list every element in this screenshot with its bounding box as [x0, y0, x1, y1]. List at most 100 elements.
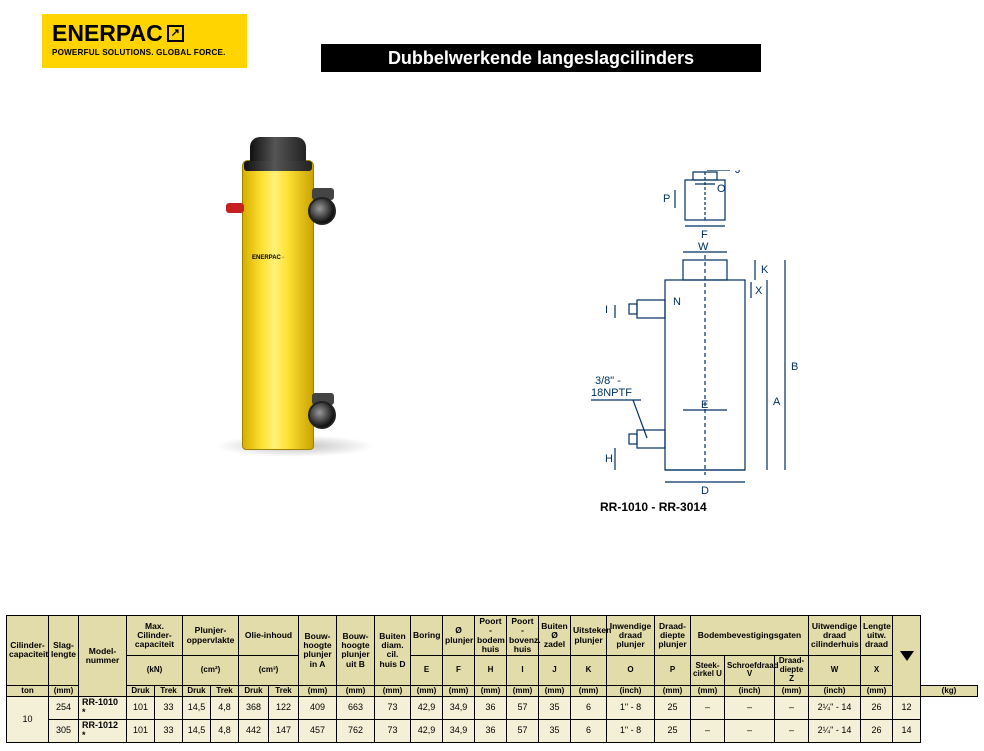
u-mmD: (mm): [375, 685, 411, 697]
u-d2: Druk: [183, 685, 211, 697]
c: –: [691, 697, 725, 720]
brand-text: ENERPAC: [52, 20, 163, 47]
u-mm1: (mm): [49, 685, 79, 697]
th-Ol: O: [607, 656, 655, 685]
diagram-model-range: RR-1010 - RR-3014: [600, 500, 707, 514]
svg-text:I: I: [605, 304, 608, 316]
th-kn: (kN): [127, 656, 183, 685]
th-P: Draad- diepte plunjer: [655, 615, 691, 655]
cylinder-port-left: [226, 203, 244, 213]
u-mmB: (mm): [337, 685, 375, 697]
c: 42,9: [411, 720, 443, 743]
th-W: Uitwendige draad cilinderhuis: [809, 615, 861, 655]
th-X: Lengte uitw. draad: [861, 615, 893, 655]
th-bore: Boring: [411, 615, 443, 655]
th-U: Steek- cirkel U: [691, 656, 725, 685]
th-H: Poort - bodem huis: [475, 615, 507, 655]
c: –: [725, 720, 775, 743]
c: 35: [539, 697, 571, 720]
th-stroke: Slag- lengte: [49, 615, 79, 685]
u-ton: ton: [7, 685, 49, 697]
svg-text:D: D: [701, 485, 709, 497]
u-mmF: (mm): [443, 685, 475, 697]
c: 36: [475, 697, 507, 720]
svg-text:B: B: [791, 361, 798, 373]
c: 147: [269, 720, 299, 743]
th-area: Plunjer- oppervlakte: [183, 615, 239, 655]
cell-model: RR-1012 *: [79, 720, 127, 743]
table-row: 305RR-1012 *1013314,54,84421474577627342…: [7, 720, 978, 743]
c: 762: [337, 720, 375, 743]
th-D: Buiten diam. cil. huis D: [375, 615, 411, 685]
th-Xl: X: [861, 656, 893, 685]
th-cm3: (cm³): [239, 656, 299, 685]
c: 36: [475, 720, 507, 743]
cylinder-port-bottom: [308, 401, 336, 429]
u-inW: (inch): [809, 685, 861, 697]
svg-text:3/8" -: 3/8" -: [595, 375, 621, 387]
c: 25: [655, 697, 691, 720]
c: –: [691, 720, 725, 743]
brand-arrow-icon: ↗: [167, 25, 184, 42]
brand-logo: ENERPAC ↗ POWERFUL SOLUTIONS. GLOBAL FOR…: [42, 14, 247, 68]
th-cm2: (cm²): [183, 656, 239, 685]
th-baseholes: Bodembevestigingsgaten: [691, 615, 809, 655]
th-B: Bouw- hoogte plunjer uit B: [337, 615, 375, 685]
c: 6: [571, 720, 607, 743]
c: 26: [861, 697, 893, 720]
cell-stroke: 254: [49, 697, 79, 720]
u-d3: Druk: [239, 685, 269, 697]
th-K: Uitsteken plunjer: [571, 615, 607, 655]
th-Wl: W: [809, 656, 861, 685]
c: –: [775, 697, 809, 720]
th-Jl: J: [539, 656, 571, 685]
cylinder-body: [242, 160, 314, 450]
spec-table-element: Cilinder- capaciteit Slag- lengte Model-…: [6, 615, 978, 743]
svg-text:O: O: [717, 183, 726, 195]
th-J: Buiten Ø zadel: [539, 615, 571, 655]
svg-text:J: J: [735, 170, 741, 176]
svg-text:H: H: [605, 453, 613, 465]
th-weight: [893, 615, 921, 697]
c: 1" - 8: [607, 720, 655, 743]
th-Hl: H: [475, 656, 507, 685]
u-mmP: (mm): [655, 685, 691, 697]
svg-text:W: W: [698, 241, 709, 253]
u-mmI: (mm): [507, 685, 539, 697]
c: 14,5: [183, 720, 211, 743]
u-mmA: (mm): [299, 685, 337, 697]
c: 442: [239, 720, 269, 743]
u-mmK: (mm): [571, 685, 607, 697]
u-t3: Trek: [269, 685, 299, 697]
brand-tagline: POWERFUL SOLUTIONS. GLOBAL FORCE.: [52, 48, 237, 57]
c: 35: [539, 720, 571, 743]
th-V: Schroefdraad V: [725, 656, 775, 685]
svg-text:A: A: [773, 396, 781, 408]
c: 101: [127, 697, 155, 720]
th-A: Bouw- hoogte plunjer in A: [299, 615, 337, 685]
u-d1: Druk: [127, 685, 155, 697]
cell-model: RR-1010 *: [79, 697, 127, 720]
u-mmZ: (mm): [775, 685, 809, 697]
brand-name: ENERPAC ↗: [52, 20, 237, 47]
th-F: F: [443, 656, 475, 685]
c: 122: [269, 697, 299, 720]
u-t2: Trek: [211, 685, 239, 697]
c: 12: [893, 697, 921, 720]
c: 6: [571, 697, 607, 720]
th-Kl: K: [571, 656, 607, 685]
c: 663: [337, 697, 375, 720]
weight-icon: [900, 651, 914, 661]
c: 2¼" - 14: [809, 720, 861, 743]
c: 14,5: [183, 697, 211, 720]
cylinder-collar: [244, 161, 312, 171]
c: 34,9: [443, 697, 475, 720]
c: 42,9: [411, 697, 443, 720]
th-maxcap: Max. Cilinder- capaciteit: [127, 615, 183, 655]
c: 14: [893, 720, 921, 743]
cylinder-port-top: [308, 197, 336, 225]
c: 34,9: [443, 720, 475, 743]
spec-table: Cilinder- capaciteit Slag- lengte Model-…: [6, 615, 978, 743]
c: 57: [507, 720, 539, 743]
c: 457: [299, 720, 337, 743]
